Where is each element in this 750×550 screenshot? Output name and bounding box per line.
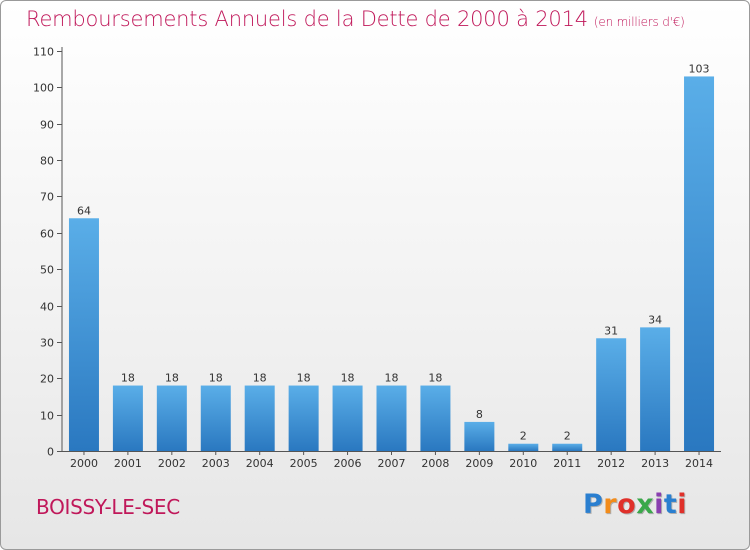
data-label: 2 [564,430,571,443]
logo-letter: r [603,489,618,520]
bar [684,76,715,452]
x-tick-label: 2013 [641,457,669,470]
x-tick-label: 2007 [378,457,406,470]
data-label: 31 [604,324,618,337]
x-tick-label: 2008 [421,457,449,470]
logo-letter: t [663,489,678,520]
bar [508,443,539,451]
logo-letter: x [636,489,655,520]
data-label: 18 [121,372,135,385]
y-tick-label: 60 [40,228,54,241]
x-tick-label: 2004 [246,457,274,470]
y-tick-label: 100 [33,82,54,95]
y-tick-label: 70 [40,191,54,204]
x-tick-label: 2009 [465,457,493,470]
y-tick-label: 0 [47,446,54,459]
y-tick-label: 90 [40,119,54,132]
data-label: 18 [385,372,399,385]
bar [156,385,187,451]
x-tick-label: 2003 [202,457,230,470]
y-tick-label: 20 [40,373,54,386]
x-tick-label: 2000 [70,457,98,470]
proxiti-logo: Proxiti [583,489,687,520]
chart-unit: (en milliers d'€) [593,15,685,29]
logo-letter: P [583,489,604,520]
x-tick-label: 2005 [290,457,318,470]
data-label: 64 [77,204,91,217]
y-tick-label: 80 [40,155,54,168]
data-label: 18 [297,372,311,385]
data-label: 18 [165,372,179,385]
bar [332,385,363,451]
commune-name: BOISSY-LE-SEC [36,495,180,519]
bar [244,385,275,451]
bar [596,338,627,451]
bar [288,385,319,451]
data-label: 18 [341,372,355,385]
data-label: 2 [520,430,527,443]
data-label: 18 [253,372,267,385]
bar [376,385,407,451]
y-tick-label: 110 [33,46,54,59]
data-label: 103 [689,62,710,75]
bar [112,385,143,451]
chart-title-text: Remboursements Annuels de la Dette de 20… [26,7,588,31]
x-tick-label: 2012 [597,457,625,470]
bar [68,218,99,451]
chart-title: Remboursements Annuels de la Dette de 20… [26,7,685,31]
data-label: 18 [428,372,442,385]
x-tick-label: 2001 [114,457,142,470]
x-tick-label: 2010 [509,457,537,470]
bar [464,421,495,451]
bar [420,385,451,451]
bar [200,385,231,451]
bar [640,327,671,451]
bar [552,443,583,451]
x-tick-label: 2006 [334,457,362,470]
data-label: 18 [209,372,223,385]
y-tick-label: 50 [40,264,54,277]
logo-letter: i [654,489,664,520]
y-tick-label: 30 [40,337,54,350]
data-label: 34 [648,313,662,326]
x-tick-label: 2011 [553,457,581,470]
logo-letter: o [617,489,637,520]
logo-letter: i [677,489,688,520]
y-tick-label: 10 [40,410,54,423]
x-tick-label: 2002 [158,457,186,470]
data-label: 8 [476,408,483,421]
x-tick-label: 2014 [685,457,713,470]
y-tick-label: 40 [40,301,54,314]
